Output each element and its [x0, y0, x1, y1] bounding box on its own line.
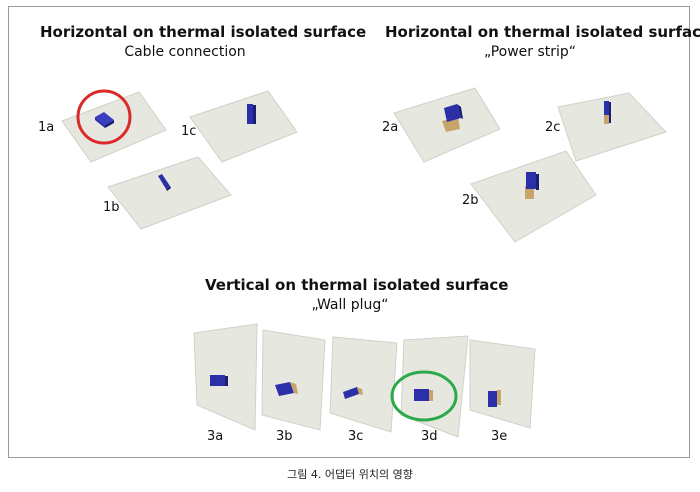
label-2c: 2c: [545, 120, 561, 135]
label-3b: 3b: [276, 429, 293, 444]
adapter-3a: [210, 375, 228, 386]
label-3a: 3a: [207, 429, 224, 444]
setup-1c: [189, 90, 298, 163]
adapter-2b: [525, 172, 539, 199]
label-1b: 1b: [103, 200, 120, 215]
surface-3c: [329, 336, 398, 433]
label-2b: 2b: [462, 193, 479, 208]
setup-3c: [329, 336, 398, 433]
adapter-3b: [275, 382, 298, 396]
setup-1a: [61, 91, 167, 163]
adapter-2c: [604, 101, 611, 124]
surface-1b: [107, 156, 232, 230]
adapter-2a: [442, 104, 463, 132]
adapter-1b: [158, 174, 171, 191]
section-title-horizontal-cable: Horizontal on thermal isolated surface: [40, 23, 367, 41]
label-3c: 3c: [348, 429, 364, 444]
setup-3d: [400, 335, 469, 438]
surface-1a: [61, 91, 167, 163]
setup-2a: [393, 87, 501, 163]
adapter-3d: [414, 389, 433, 401]
figure-frame: [8, 6, 690, 458]
adapter-positions-illustration: [61, 87, 667, 438]
surface-2c: [557, 92, 667, 162]
section-title-horizontal-power-strip: Horizontal on thermal isolated surface: [385, 23, 700, 41]
adapter-3c: [343, 387, 363, 399]
label-2a: 2a: [382, 120, 399, 135]
surface-3e: [469, 339, 536, 429]
setup-2b: [470, 150, 597, 243]
surface-3d: [400, 335, 469, 438]
figure-caption: 그림 4. 어댑터 위치의 영향: [287, 468, 413, 481]
label-3e: 3e: [491, 429, 508, 444]
label-1a: 1a: [38, 120, 55, 135]
setup-3e: [469, 339, 536, 429]
surface-1c: [189, 90, 298, 163]
adapter-3e: [488, 390, 501, 407]
highlight-circle-1a: [76, 89, 132, 145]
label-3d: 3d: [421, 429, 438, 444]
setup-3b: [261, 329, 326, 431]
setup-1b: [107, 156, 232, 230]
surface-3b: [261, 329, 326, 431]
highlight-circle-3d: [390, 370, 458, 422]
section-subtitle-wall-plug: „Wall plug“: [311, 297, 389, 313]
setup-3a: [193, 323, 258, 431]
label-1c: 1c: [181, 124, 197, 139]
section-title-vertical-wall-plug: Vertical on thermal isolated surface: [205, 276, 509, 294]
setup-2c: [557, 92, 667, 162]
section-subtitle-power-strip: „Power strip“: [483, 44, 577, 60]
adapter-1a: [95, 112, 114, 128]
section-subtitle-cable-connection: Cable connection: [124, 44, 246, 60]
adapter-1c: [247, 104, 256, 124]
